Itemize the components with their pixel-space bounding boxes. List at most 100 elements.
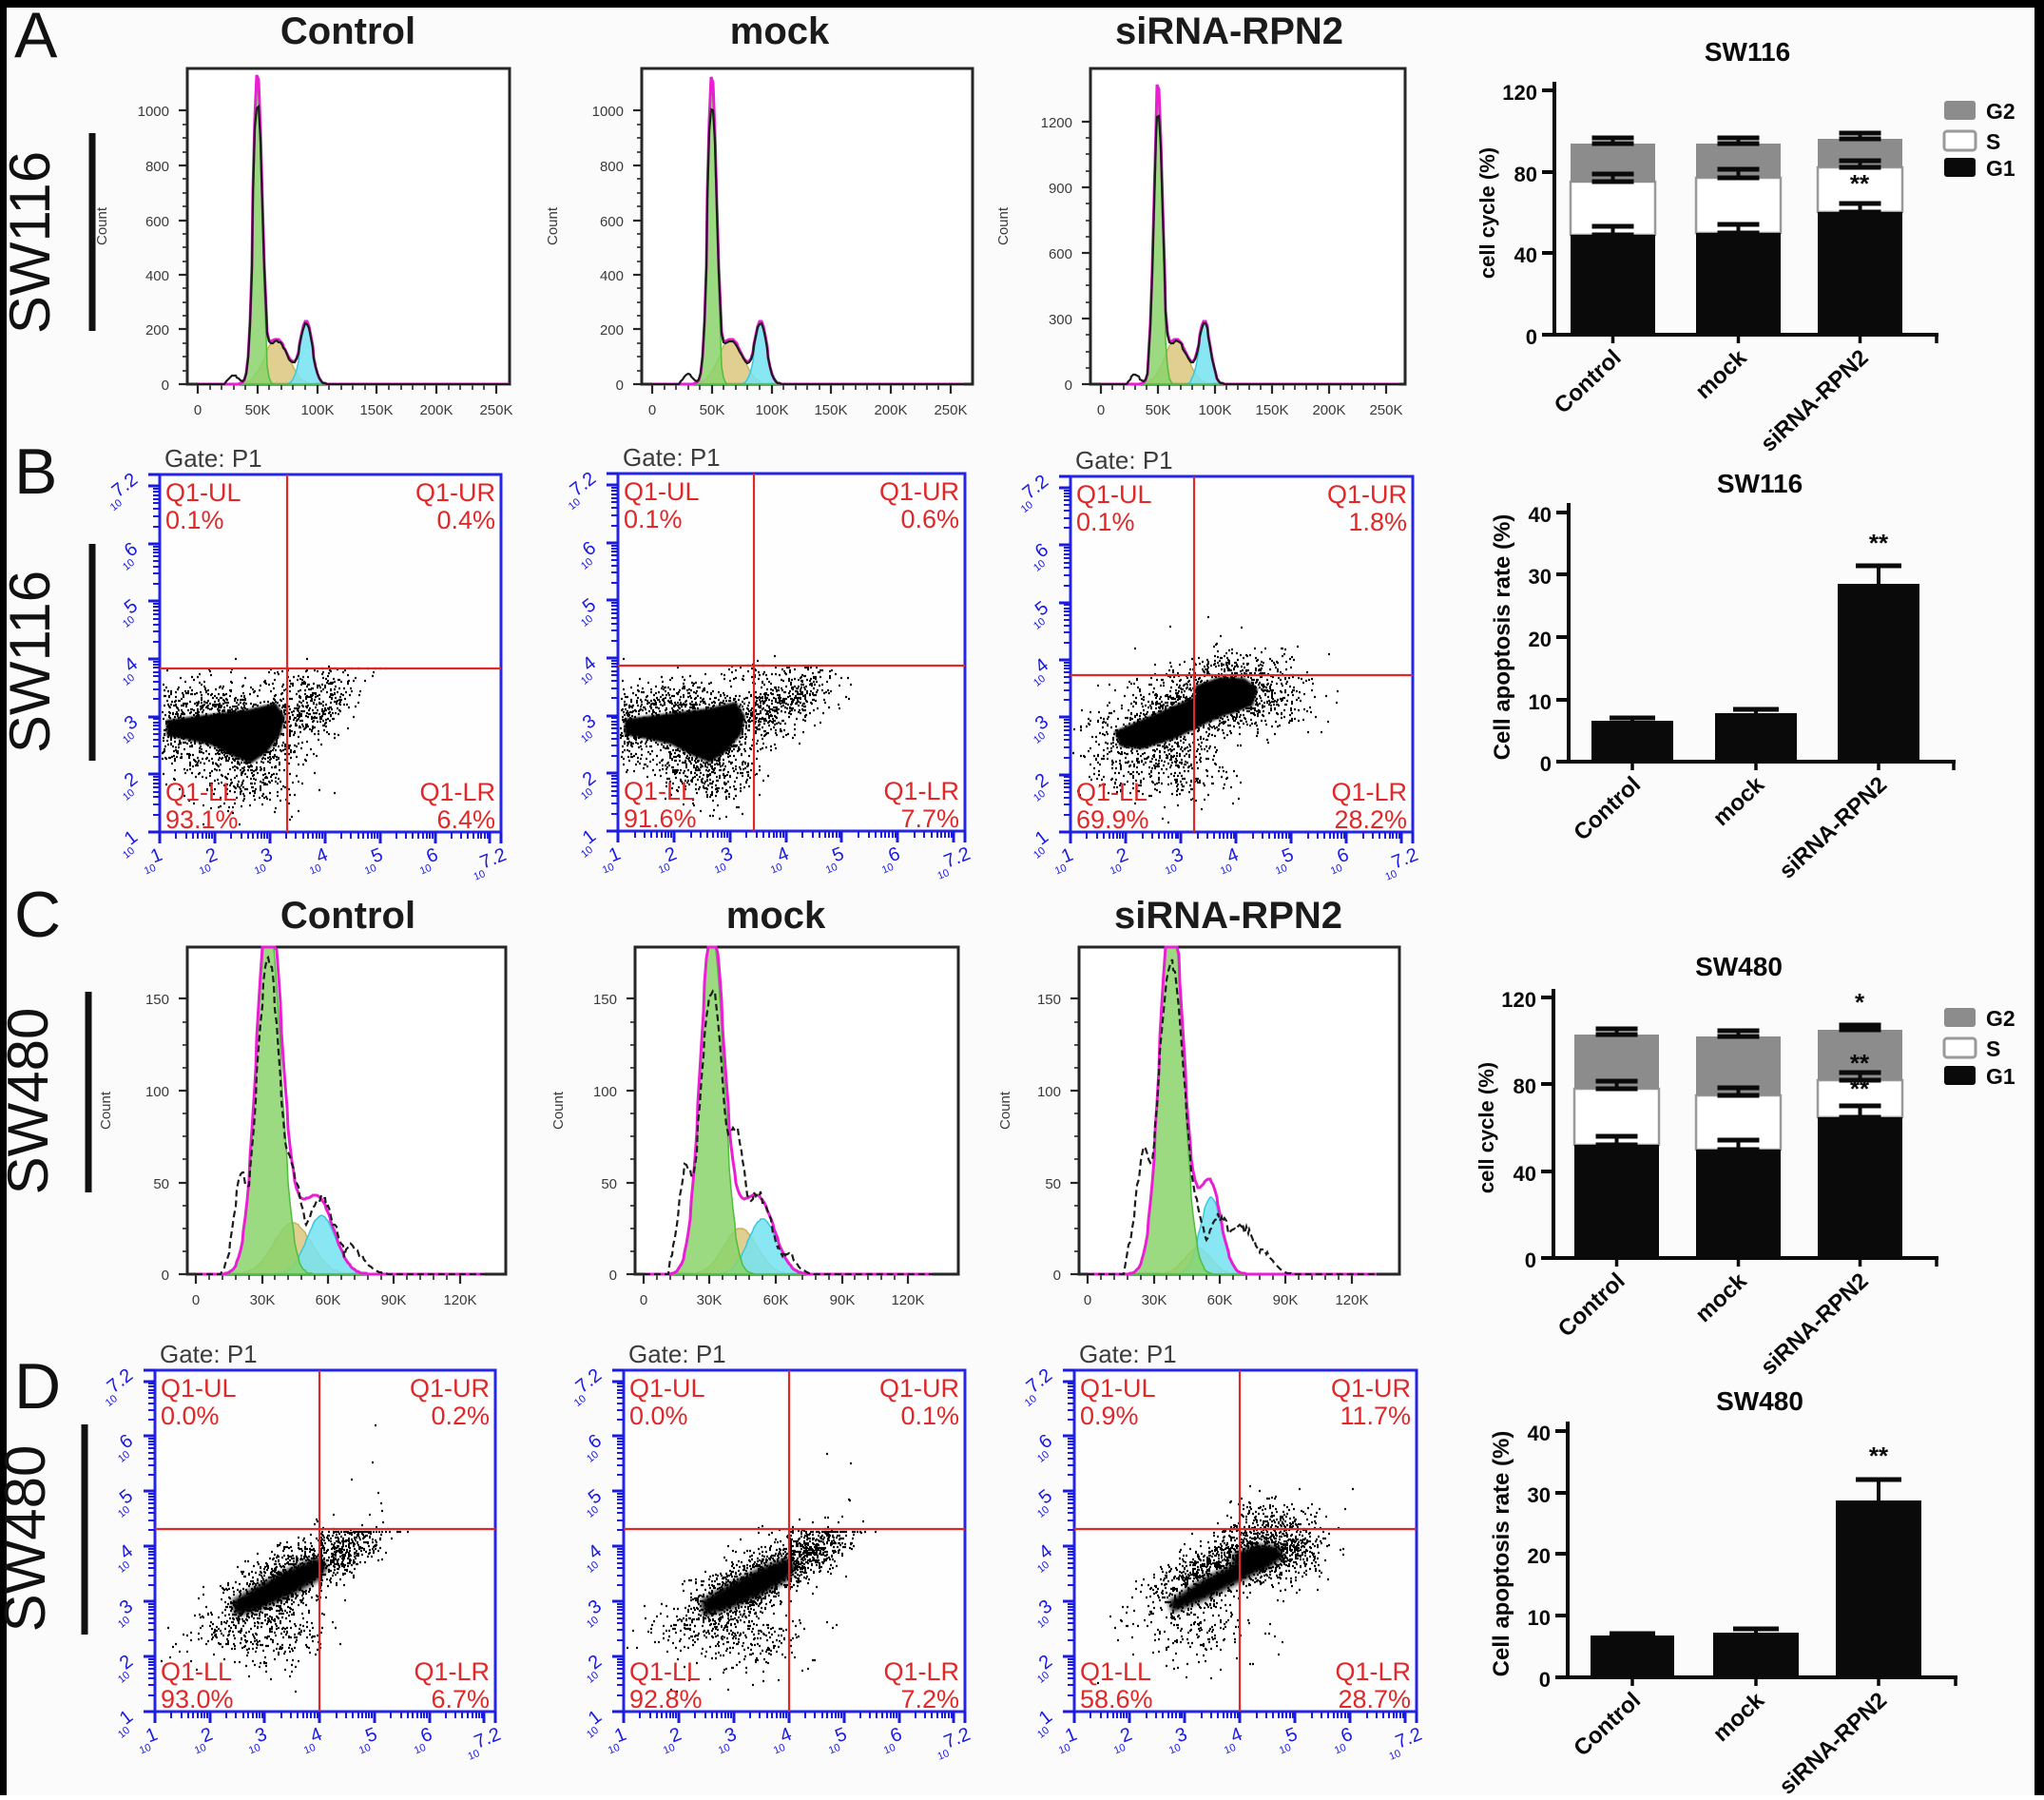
svg-text:120K: 120K [891,1292,924,1308]
svg-text:D: D [14,1350,61,1423]
svg-text:7.2%: 7.2% [900,1685,959,1713]
svg-text:30K: 30K [697,1292,723,1308]
svg-text:siRNA-RPN2: siRNA-RPN2 [1114,895,1342,937]
svg-text:Gate: P1: Gate: P1 [628,1340,726,1368]
svg-text:Control: Control [280,895,415,937]
svg-text:0: 0 [1525,1248,1536,1272]
svg-text:250K: 250K [479,402,512,418]
svg-text:7.7%: 7.7% [900,804,959,833]
svg-text:Count: Count [98,1091,114,1130]
svg-text:600: 600 [145,214,169,230]
svg-text:Q1-UL: Q1-UL [1076,480,1152,509]
svg-text:50: 50 [601,1176,617,1192]
svg-text:100K: 100K [755,402,788,418]
svg-text:Q1-UR: Q1-UR [879,477,959,506]
svg-text:Q1-LR: Q1-LR [883,1657,959,1686]
svg-text:0: 0 [648,402,656,418]
svg-text:cell cycle (%): cell cycle (%) [1475,1062,1498,1193]
svg-text:siRNA-RPN2: siRNA-RPN2 [1115,10,1343,52]
svg-text:Q1-LL: Q1-LL [165,778,237,806]
svg-text:90K: 90K [1273,1292,1299,1308]
svg-text:120: 120 [1502,81,1537,105]
svg-text:1000: 1000 [138,104,169,120]
svg-text:92.8%: 92.8% [629,1685,703,1713]
svg-text:150: 150 [1037,992,1061,1008]
svg-text:SW116: SW116 [1705,37,1790,67]
svg-text:120K: 120K [1335,1292,1368,1308]
svg-text:200: 200 [145,322,169,339]
svg-text:Control: Control [280,10,415,52]
svg-text:0.0%: 0.0% [161,1402,220,1430]
svg-text:mock: mock [730,10,830,52]
svg-text:G2: G2 [1986,1006,2015,1031]
svg-text:80: 80 [1514,163,1537,186]
svg-text:Q1-UL: Q1-UL [1080,1374,1156,1403]
svg-text:**: ** [1850,1074,1870,1103]
svg-text:Q1-LL: Q1-LL [624,777,695,805]
svg-text:100: 100 [1037,1084,1061,1100]
svg-text:Q1-UL: Q1-UL [624,477,700,506]
svg-text:0.9%: 0.9% [1080,1402,1139,1430]
svg-text:Count: Count [995,206,1012,245]
svg-text:150: 150 [593,992,617,1008]
svg-text:400: 400 [145,268,169,284]
svg-text:**: ** [1850,169,1870,198]
svg-text:Q1-LR: Q1-LR [414,1657,490,1686]
svg-text:mock: mock [726,895,826,937]
svg-text:0.1%: 0.1% [624,505,683,533]
svg-text:SW116: SW116 [0,571,62,753]
svg-text:1.8%: 1.8% [1348,508,1407,536]
svg-text:SW116: SW116 [0,151,62,334]
svg-text:Q1-LL: Q1-LL [629,1657,701,1686]
svg-text:Q1-UR: Q1-UR [410,1374,490,1403]
svg-text:300: 300 [1049,312,1072,328]
svg-text:Cell apoptosis rate (%): Cell apoptosis rate (%) [1490,514,1515,761]
svg-text:30: 30 [1528,1483,1551,1507]
svg-text:150K: 150K [814,402,847,418]
svg-text:40: 40 [1528,1422,1551,1445]
svg-text:S: S [1986,129,2000,154]
svg-text:120K: 120K [443,1292,476,1308]
svg-text:0.6%: 0.6% [900,505,959,533]
svg-text:900: 900 [1049,181,1072,197]
svg-text:B: B [14,435,57,508]
svg-text:Gate: P1: Gate: P1 [1075,446,1173,474]
svg-text:80: 80 [1514,1074,1536,1098]
svg-text:G2: G2 [1986,99,2015,124]
svg-text:0: 0 [1097,402,1105,418]
svg-text:0.1%: 0.1% [165,506,224,534]
svg-text:150: 150 [145,992,169,1008]
svg-text:cell cycle (%): cell cycle (%) [1475,147,1499,279]
svg-text:Gate: P1: Gate: P1 [623,443,721,472]
svg-text:150K: 150K [359,402,393,418]
svg-text:90K: 90K [830,1292,856,1308]
svg-text:40: 40 [1514,1162,1536,1186]
svg-text:0.1%: 0.1% [900,1402,959,1430]
svg-text:A: A [14,0,58,71]
svg-text:0: 0 [162,377,169,394]
svg-text:C: C [14,879,61,951]
svg-text:50K: 50K [700,402,725,418]
svg-text:Q1-UL: Q1-UL [165,478,241,507]
svg-text:Count: Count [545,206,561,245]
svg-text:0: 0 [194,402,202,418]
svg-text:Gate: P1: Gate: P1 [1079,1340,1177,1368]
svg-text:100K: 100K [1198,402,1231,418]
svg-text:0: 0 [616,377,624,394]
svg-text:20: 20 [1528,1544,1551,1568]
svg-text:Q1-LL: Q1-LL [1076,778,1147,806]
svg-text:600: 600 [600,214,624,230]
svg-text:0.0%: 0.0% [629,1402,688,1430]
svg-text:30: 30 [1529,565,1552,589]
svg-text:10: 10 [1528,1606,1551,1630]
svg-text:50K: 50K [245,402,271,418]
svg-text:Q1-LR: Q1-LR [419,778,495,806]
svg-text:11.7%: 11.7% [1340,1402,1411,1430]
svg-text:30K: 30K [1142,1292,1167,1308]
svg-text:Q1-UR: Q1-UR [415,478,495,507]
svg-text:50K: 50K [1146,402,1171,418]
svg-text:30K: 30K [250,1292,276,1308]
svg-text:G1: G1 [1986,1064,2015,1089]
svg-text:6.7%: 6.7% [431,1685,490,1713]
svg-text:Q1-LL: Q1-LL [161,1657,232,1686]
